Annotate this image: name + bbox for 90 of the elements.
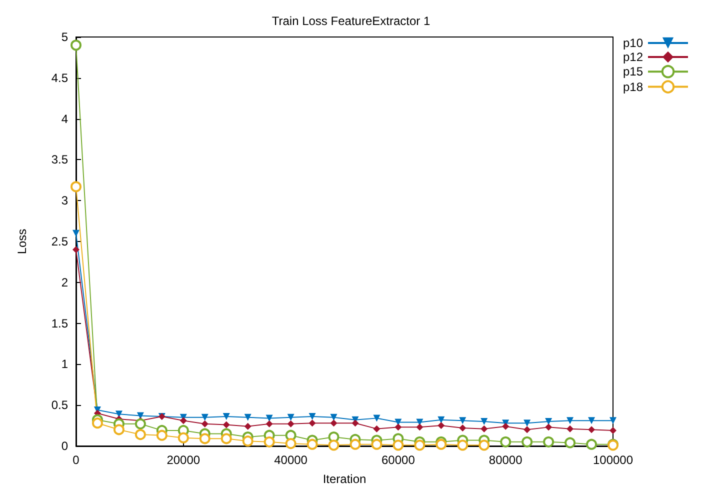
point (371, 438, 382, 450)
point (436, 438, 447, 450)
y-tick-label: 2.5 (51, 234, 68, 248)
x-tick-label: 20000 (166, 453, 200, 467)
point (392, 440, 404, 451)
point (244, 414, 252, 421)
legend-label: p10 (622, 36, 644, 50)
point (70, 40, 82, 51)
point (524, 420, 531, 427)
x-tick-label: 60000 (382, 453, 416, 467)
x-tick-label: 40000 (274, 453, 308, 467)
point (308, 420, 316, 427)
point (242, 436, 254, 447)
point (222, 413, 230, 420)
x-tick-label: 0 (72, 453, 80, 467)
point (330, 414, 338, 421)
point (586, 438, 598, 450)
point (287, 414, 294, 421)
point (373, 414, 380, 422)
x-tick-label: 80000 (488, 453, 523, 467)
point (328, 440, 340, 451)
point (416, 424, 424, 431)
y-tick-label: 1 (61, 357, 68, 372)
point (201, 414, 208, 421)
point (373, 425, 380, 432)
point (201, 420, 208, 428)
y-tick-label: 1.5 (51, 316, 68, 330)
y-tick-label: 3.5 (51, 152, 68, 167)
point (524, 426, 531, 434)
point (308, 413, 316, 420)
point (287, 420, 294, 428)
point (199, 433, 210, 444)
point (459, 424, 466, 432)
point (220, 433, 232, 444)
legend-label: p15 (622, 64, 644, 79)
point (564, 437, 576, 448)
point (113, 424, 124, 436)
point (457, 440, 468, 451)
point (350, 438, 361, 450)
point (480, 425, 488, 432)
point (414, 440, 426, 451)
y-tick-label: 3 (61, 194, 68, 208)
point (500, 436, 512, 448)
point (478, 440, 490, 451)
point (180, 417, 187, 424)
point (244, 422, 252, 430)
point (394, 424, 402, 431)
point (266, 420, 273, 428)
y-axis-title: Loss (15, 228, 29, 254)
point (306, 438, 318, 450)
point (222, 421, 230, 428)
point (92, 418, 103, 429)
point (72, 230, 80, 237)
point (330, 420, 338, 427)
point (266, 414, 273, 422)
y-tick-label: 0 (61, 439, 68, 453)
y-tick-label: 4 (61, 112, 68, 126)
y-tick-label: 2 (61, 275, 68, 290)
point (156, 430, 168, 441)
point (588, 426, 596, 434)
chart-title: Train Loss FeatureExtractor 1 (272, 14, 430, 28)
point (566, 425, 574, 432)
point (502, 422, 510, 430)
legend-label: p18 (622, 80, 644, 94)
point (543, 436, 554, 448)
y-tick-label: 4.5 (51, 70, 68, 85)
point (285, 438, 296, 450)
point (566, 417, 574, 424)
point (522, 436, 533, 448)
point (545, 418, 552, 425)
point (438, 422, 445, 430)
point (72, 246, 80, 254)
y-tick-label: 5 (61, 30, 68, 44)
y-tick-label: 0.5 (51, 398, 68, 412)
point (588, 417, 596, 424)
x-axis-title: Iteration (322, 472, 366, 486)
point (438, 416, 445, 424)
point (134, 429, 146, 440)
x-tick-label: 100000 (592, 453, 634, 467)
point (610, 426, 616, 434)
point (352, 420, 359, 427)
point (545, 424, 552, 431)
point (610, 417, 616, 424)
point (178, 432, 189, 444)
point (480, 418, 488, 425)
legend-label: p12 (622, 50, 644, 64)
point (70, 181, 82, 192)
point (264, 436, 275, 448)
point (459, 417, 466, 424)
point (134, 418, 146, 430)
